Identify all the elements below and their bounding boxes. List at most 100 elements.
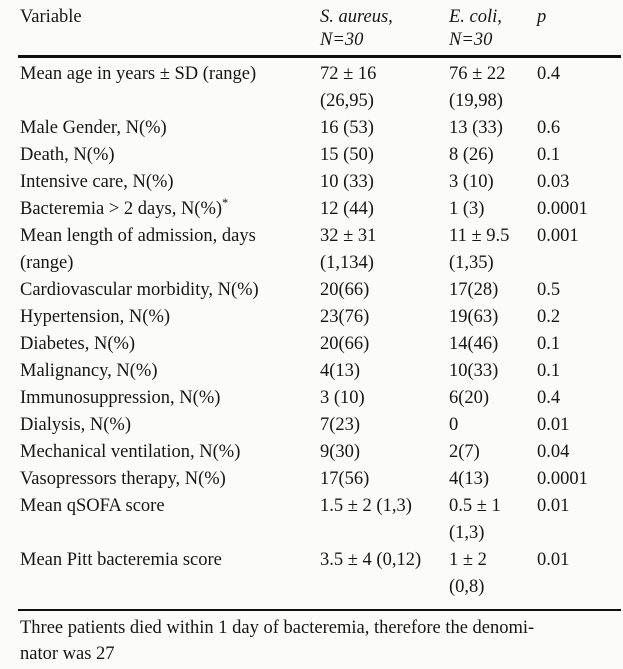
p-value-cell: 0.0001	[537, 469, 588, 489]
header-e-coli: E. coli, N=30	[449, 7, 502, 50]
p-value-cell: 0.1	[537, 145, 561, 165]
p-value-cell: 0.1	[537, 334, 561, 354]
e-coli-value-cell: 11 ± 9.5 (1,35)	[449, 226, 510, 273]
variable-cell: Male Gender, N(%)	[18, 115, 318, 142]
bottom-rule	[18, 609, 621, 611]
variable-label: Death, N(%)	[20, 145, 115, 165]
p-value-cell: 0.2	[537, 307, 561, 327]
variable-cell: Mean Pitt bacteremia score	[18, 547, 318, 574]
table-row: Cardiovascular morbidity, N(%) 20(66) 17…	[18, 277, 621, 304]
variable-cell: Death, N(%)	[18, 142, 318, 169]
e-coli-value-cell: 3 (10)	[449, 172, 494, 192]
variable-cell: Immunosuppression, N(%)	[18, 385, 318, 412]
variable-cell: Malignancy, N(%)	[18, 358, 318, 385]
s-aureus-value-cell: 3 (10)	[320, 388, 365, 408]
table-row: Intensive care, N(%) 10 (33) 3 (10) 0.03	[18, 169, 621, 196]
p-value-cell: 0.001	[537, 226, 579, 246]
e-coli-value-cell: 76 ± 22 (19,98)	[449, 64, 506, 111]
variable-cell: Mean qSOFA score	[18, 493, 318, 520]
variable-cell: Mean length of admission, days (range)	[18, 223, 318, 277]
table-row: Death, N(%) 15 (50) 8 (26) 0.1	[18, 142, 621, 169]
p-value-cell: 0.4	[537, 388, 561, 408]
s-aureus-value-cell: 15 (50)	[320, 145, 374, 165]
e-coli-value-cell: 8 (26)	[449, 145, 494, 165]
s-aureus-value-cell: 72 ± 16 (26,95)	[320, 64, 377, 111]
table-body: Mean age in years ± SD (range) 72 ± 16 (…	[18, 60, 621, 601]
variable-label: Dialysis, N(%)	[20, 415, 131, 435]
p-value-cell: 0.6	[537, 118, 561, 138]
variable-label: Malignancy, N(%)	[20, 361, 158, 381]
p-value-cell: 0.01	[537, 496, 570, 516]
footnote-asterisk: *	[222, 195, 229, 210]
variable-label: Bacteremia > 2 days, N(%)	[20, 199, 223, 219]
table-row: Bacteremia > 2 days, N(%)* 12 (44) 1 (3)…	[18, 196, 621, 223]
s-aureus-value-cell: 17(56)	[320, 469, 370, 489]
s-aureus-value-cell: 10 (33)	[320, 172, 374, 192]
e-coli-value-cell: 0	[449, 415, 459, 435]
variable-label: Diabetes, N(%)	[20, 334, 136, 354]
table-row: Mean age in years ± SD (range) 72 ± 16 (…	[18, 61, 621, 115]
s-aureus-value-cell: 20(66)	[320, 280, 370, 300]
table-row: Mechanical ventilation, N(%) 9(30) 2(7) …	[18, 439, 621, 466]
variable-label: Mechanical ventilation, N(%)	[20, 442, 241, 462]
e-coli-value-cell: 1 (3)	[449, 199, 485, 219]
e-coli-value-cell: 10(33)	[449, 361, 499, 381]
header-p-value: p	[537, 7, 547, 27]
s-aureus-value-cell: 12 (44)	[320, 199, 374, 219]
s-aureus-value-cell: 23(76)	[320, 307, 370, 327]
s-aureus-value-cell: 16 (53)	[320, 118, 374, 138]
e-coli-value-cell: 1 ± 2 (0,8)	[449, 550, 487, 597]
table-row: Immunosuppression, N(%) 3 (10) 6(20) 0.4	[18, 385, 621, 412]
p-value-cell: 0.01	[537, 550, 570, 570]
p-value-cell: 0.5	[537, 280, 561, 300]
variable-cell: Vasopressors therapy, N(%)	[18, 466, 318, 493]
header-s-aureus: S. aureus, N=30	[320, 7, 393, 50]
header-rule	[18, 55, 621, 58]
table-row: Vasopressors therapy, N(%) 17(56) 4(13) …	[18, 466, 621, 493]
table-row: Male Gender, N(%) 16 (53) 13 (33) 0.6	[18, 115, 621, 142]
variable-cell: Bacteremia > 2 days, N(%)*	[18, 196, 318, 223]
s-aureus-value-cell: 7(23)	[320, 415, 361, 435]
p-value-cell: 0.0001	[537, 199, 588, 219]
variable-cell: Mechanical ventilation, N(%)	[18, 439, 318, 466]
table-row: Mean qSOFA score 1.5 ± 2 (1,3) 0.5 ± 1 (…	[18, 493, 621, 547]
e-coli-value-cell: 19(63)	[449, 307, 499, 327]
variable-label: Mean age in years ± SD (range)	[20, 64, 257, 84]
p-value-cell: 0.4	[537, 64, 561, 84]
p-value-cell: 0.1	[537, 361, 561, 381]
table-row: Hypertension, N(%) 23(76) 19(63) 0.2	[18, 304, 621, 331]
p-value-cell: 0.01	[537, 415, 570, 435]
variable-label: Vasopressors therapy, N(%)	[20, 469, 226, 489]
variable-cell: Dialysis, N(%)	[18, 412, 318, 439]
variable-label: Male Gender, N(%)	[20, 118, 167, 138]
s-aureus-value-cell: 4(13)	[320, 361, 361, 381]
table-row: Malignancy, N(%) 4(13) 10(33) 0.1	[18, 358, 621, 385]
s-aureus-value-cell: 9(30)	[320, 442, 361, 462]
variable-label: Cardiovascular morbidity, N(%)	[20, 280, 259, 300]
s-aureus-value-cell: 3.5 ± 4 (0,12)	[320, 550, 422, 570]
variable-label: Hypertension, N(%)	[20, 307, 171, 327]
table-row: Mean Pitt bacteremia score 3.5 ± 4 (0,12…	[18, 547, 621, 601]
s-aureus-value-cell: 32 ± 31 (1,134)	[320, 226, 377, 273]
variable-label: Intensive care, N(%)	[20, 172, 174, 192]
variable-label: Mean qSOFA score	[20, 496, 165, 516]
e-coli-value-cell: 13 (33)	[449, 118, 503, 138]
e-coli-value-cell: 6(20)	[449, 388, 490, 408]
header-variable: Variable	[20, 7, 82, 27]
s-aureus-value-cell: 1.5 ± 2 (1,3)	[320, 496, 412, 516]
s-aureus-value-cell: 20(66)	[320, 334, 370, 354]
p-value-cell: 0.04	[537, 442, 570, 462]
table-footnote: Three patients died within 1 day of bact…	[20, 618, 535, 664]
variable-cell: Intensive care, N(%)	[18, 169, 318, 196]
table-header-row: Variable S. aureus, N=30 E. coli, N=30 p	[18, 5, 621, 52]
e-coli-value-cell: 17(28)	[449, 280, 499, 300]
variable-label: Mean Pitt bacteremia score	[20, 550, 222, 570]
table-row: Diabetes, N(%) 20(66) 14(46) 0.1	[18, 331, 621, 358]
variable-cell: Diabetes, N(%)	[18, 331, 318, 358]
variable-cell: Hypertension, N(%)	[18, 304, 318, 331]
e-coli-value-cell: 0.5 ± 1 (1,3)	[449, 496, 501, 543]
table-row: Dialysis, N(%) 7(23) 0 0.01	[18, 412, 621, 439]
e-coli-value-cell: 4(13)	[449, 469, 490, 489]
variable-cell: Mean age in years ± SD (range)	[18, 61, 318, 88]
